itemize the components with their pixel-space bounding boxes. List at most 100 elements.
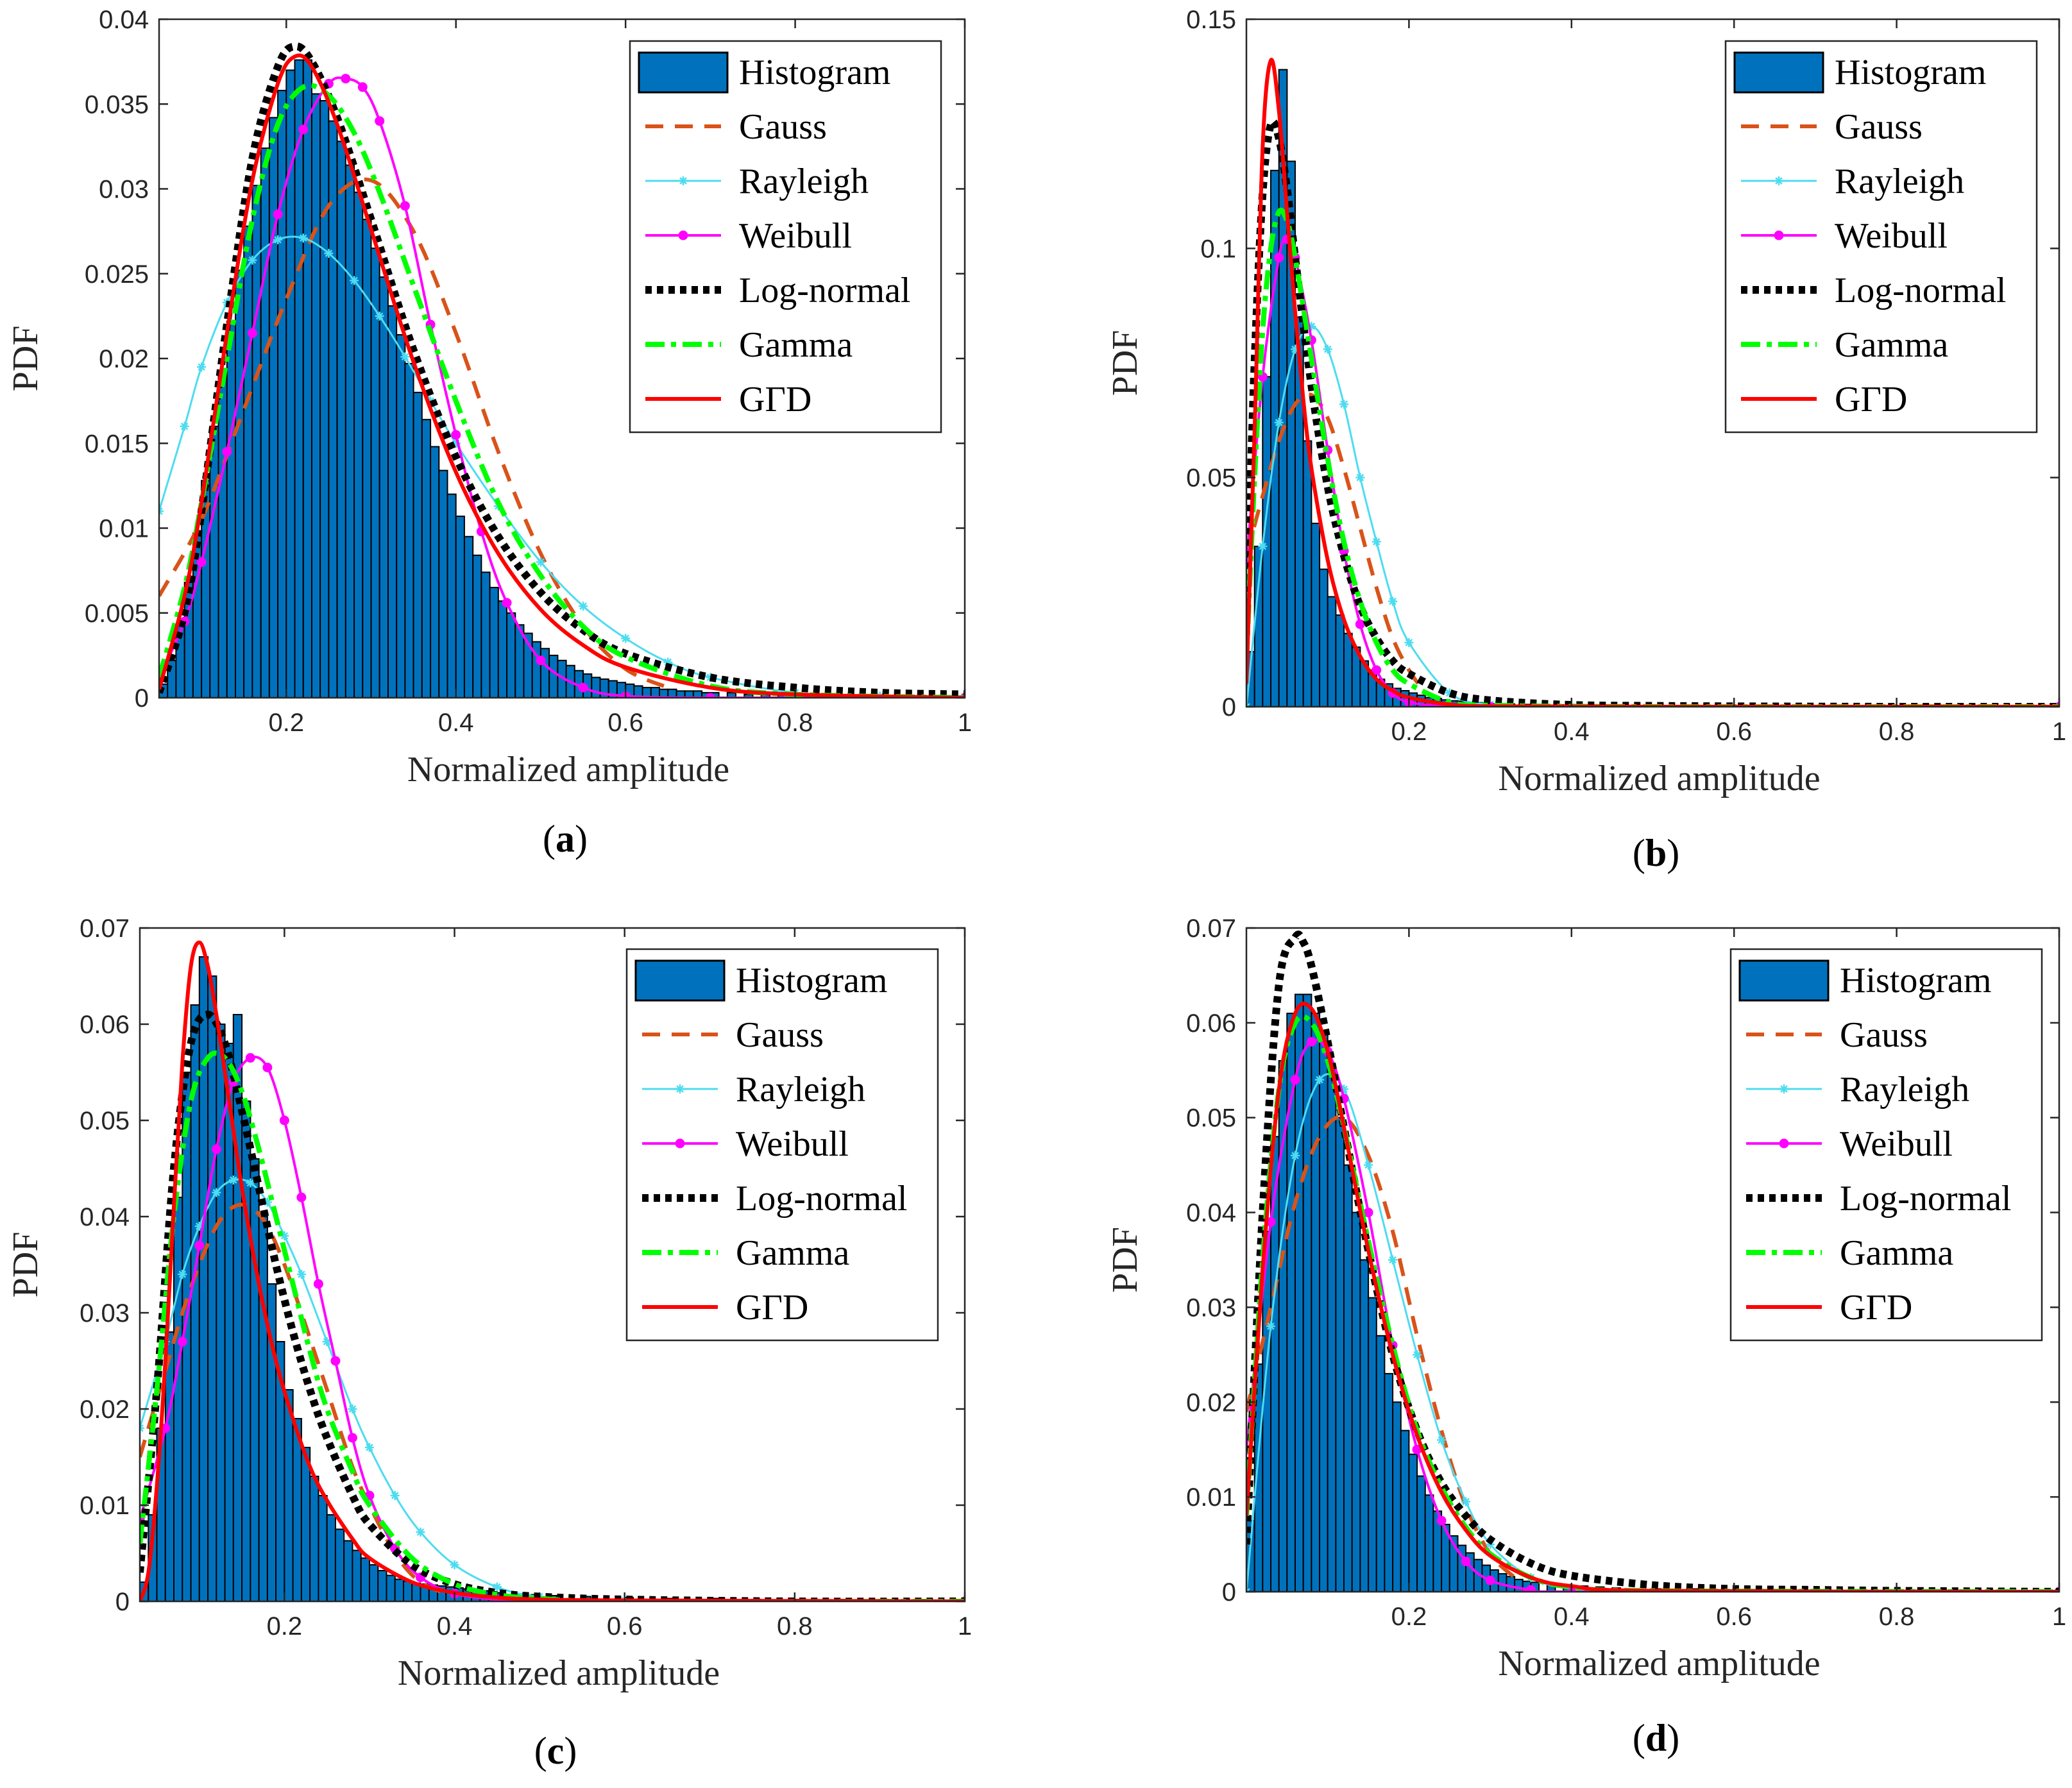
- histogram-bar: [1506, 1576, 1516, 1592]
- y-tick-label: 0.06: [1186, 1009, 1236, 1038]
- series-rayleigh-point: [248, 255, 257, 265]
- y-tick-label: 0: [115, 1588, 130, 1616]
- histogram-bar: [369, 1564, 379, 1601]
- panel-c: 0.2 0.4 0.6 0.8 1 0 0.01 0.02 0.03 0.04 0.05 0.06 0.…: [6, 915, 972, 1772]
- histogram-bar: [362, 219, 372, 698]
- histogram-bar: [250, 1158, 260, 1601]
- legend-label: GΓD: [1835, 380, 1907, 419]
- legend-entry: Histogram: [1733, 51, 1986, 94]
- series-rayleigh-point: [364, 1443, 374, 1452]
- x-tick-label: 0.8: [1879, 1603, 1915, 1631]
- legend-swatch-histogram: [1738, 959, 1830, 1002]
- series-weibull-point: [502, 598, 512, 608]
- series-weibull-point: [273, 209, 283, 219]
- series-weibull-point: [341, 74, 351, 84]
- legend-swatch-histogram: [1733, 51, 1824, 94]
- legend-entry: Log-normal: [642, 1179, 907, 1219]
- histogram-bar: [1319, 1031, 1329, 1592]
- panel-label-close: ): [564, 1730, 577, 1772]
- legend-label: Gamma: [1835, 325, 1948, 365]
- series-rayleigh-point: [1388, 1255, 1398, 1265]
- series-rayleigh-point: [1266, 1322, 1276, 1331]
- histogram-bar: [394, 1578, 405, 1601]
- legend-entry: Gauss: [642, 1015, 824, 1055]
- x-tick-label: 0.6: [1716, 1603, 1752, 1631]
- y-axis-label: PDF: [1105, 330, 1145, 396]
- histogram-bar: [1343, 632, 1353, 707]
- y-tick-label: 0.025: [85, 260, 149, 289]
- x-axis-label: Normalized amplitude: [407, 750, 729, 789]
- series-weibull-point: [245, 1053, 255, 1063]
- y-tick-label: 0.04: [80, 1203, 130, 1231]
- histogram-bar: [334, 1528, 345, 1601]
- axes-box: [1245, 18, 2060, 708]
- y-tick-label: 0.07: [1186, 915, 1236, 943]
- x-tick-label: 0.6: [607, 1612, 643, 1640]
- panel-label-letter: a: [556, 818, 575, 860]
- series-rayleigh-point: [1404, 637, 1414, 647]
- series-gamma-line: [1246, 207, 2059, 707]
- series-weibull-point: [1306, 1036, 1316, 1047]
- panel-d: 0.2 0.4 0.6 0.8 1 0 0.01 0.02 0.03 0.04 0.05 0.06 0.…: [1105, 915, 2066, 1759]
- series-ggd-line: [140, 940, 965, 1601]
- series-rayleigh-point: [1388, 596, 1398, 606]
- y-tick-label: 0.03: [1186, 1294, 1236, 1322]
- legend-entry: Rayleigh: [645, 162, 869, 201]
- histogram-bar: [1253, 545, 1264, 707]
- series-weibull-point: [330, 1356, 341, 1366]
- histogram-bar: [386, 1574, 396, 1601]
- legend-entry: Weibull: [1746, 1124, 1953, 1164]
- y-tick-label: 0.04: [99, 6, 149, 34]
- histogram-bar: [430, 446, 440, 698]
- series-rayleigh-point: [324, 249, 334, 258]
- histogram-bar: [198, 956, 209, 1601]
- series-weibull-point: [400, 201, 410, 211]
- axes-box: [139, 927, 966, 1603]
- x-tick-label: 0.4: [437, 1612, 473, 1640]
- legend-label: Gauss: [736, 1015, 824, 1055]
- panel-label-open: (: [543, 818, 556, 860]
- histogram-bar: [1424, 1494, 1434, 1592]
- series-rayleigh-point: [298, 233, 308, 243]
- histogram-bar: [1392, 1401, 1402, 1592]
- histogram-bar: [1327, 1069, 1337, 1592]
- histogram-bar: [1311, 523, 1321, 707]
- series-rayleigh-point: [492, 1582, 502, 1592]
- histogram-bar: [311, 93, 321, 698]
- panel-label-open: (: [534, 1730, 547, 1772]
- legend-entry: Gauss: [1746, 1015, 1928, 1055]
- series-rayleigh-point: [1445, 688, 1454, 698]
- histogram-bar: [1335, 1117, 1345, 1592]
- histogram-bar: [309, 1476, 319, 1601]
- histogram-bar: [446, 493, 457, 698]
- legend-label: Weibull: [736, 1124, 849, 1164]
- histogram-bar: [1359, 1259, 1370, 1592]
- series-rayleigh-point: [400, 352, 410, 362]
- series-ggd-line: [159, 53, 965, 698]
- histogram-bar: [241, 1101, 251, 1601]
- series-rayleigh-point: [1339, 1084, 1349, 1094]
- histogram-bar: [258, 1216, 268, 1601]
- histogram-bar: [243, 225, 253, 698]
- series-rayleigh-point: [1323, 344, 1332, 354]
- x-tick-label: 0.2: [269, 709, 305, 737]
- series-rayleigh-point: [178, 1270, 187, 1279]
- series-rayleigh-point: [1339, 400, 1349, 409]
- x-tick-label: 1: [958, 1612, 972, 1640]
- legend-label: Gauss: [739, 107, 827, 147]
- legend-label: Histogram: [1835, 53, 1986, 92]
- histogram-bar: [1302, 440, 1312, 707]
- series-weibull-point: [1485, 1575, 1495, 1585]
- series-rayleigh-point: [322, 1337, 332, 1346]
- legend-label: GΓD: [739, 380, 811, 419]
- legend-entry: Histogram: [634, 959, 887, 1002]
- legend-entry: Gauss: [645, 107, 827, 147]
- panel-label-open: (: [1633, 1717, 1645, 1759]
- legend-entry: Histogram: [638, 51, 890, 94]
- legend-entry: Gamma: [1741, 325, 1948, 365]
- legend-entry: GΓD: [642, 1288, 808, 1328]
- series-rayleigh-point: [1291, 344, 1300, 354]
- y-tick-label: 0.03: [80, 1299, 130, 1328]
- series-rayleigh-point: [180, 421, 189, 431]
